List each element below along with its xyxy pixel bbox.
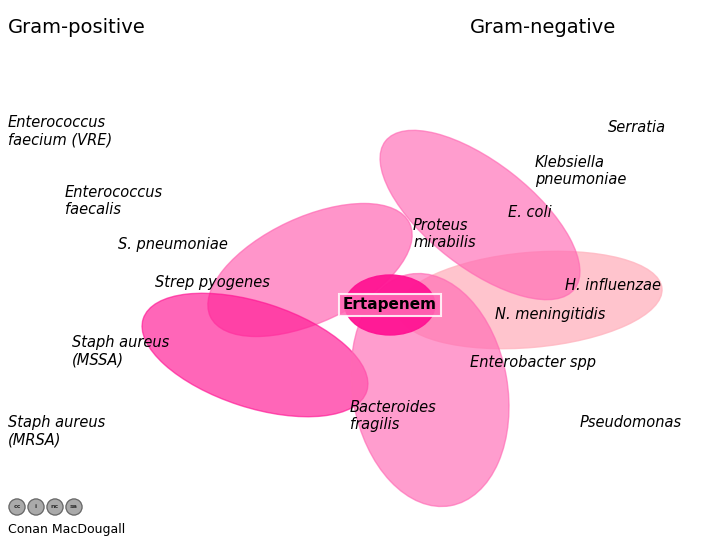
Ellipse shape: [142, 293, 368, 417]
Circle shape: [28, 499, 44, 515]
Text: E. coli: E. coli: [508, 205, 552, 220]
Text: S. pneumoniae: S. pneumoniae: [118, 237, 228, 252]
Text: Proteus
mirabilis: Proteus mirabilis: [413, 218, 476, 251]
Circle shape: [9, 499, 25, 515]
Text: Bacteroides
fragilis: Bacteroides fragilis: [350, 400, 437, 433]
Text: Klebsiella
pneumoniae: Klebsiella pneumoniae: [535, 155, 626, 187]
Ellipse shape: [208, 204, 412, 336]
Circle shape: [47, 499, 63, 515]
Text: cc: cc: [13, 504, 21, 510]
Text: Enterococcus
faecium (VRE): Enterococcus faecium (VRE): [8, 115, 112, 147]
Ellipse shape: [345, 275, 435, 335]
Text: N. meningitidis: N. meningitidis: [495, 307, 606, 322]
Text: Serratia: Serratia: [608, 120, 666, 135]
Text: i: i: [35, 504, 37, 510]
Ellipse shape: [398, 251, 662, 349]
Text: Ertapenem: Ertapenem: [343, 298, 437, 313]
Text: Gram-positive: Gram-positive: [8, 18, 145, 37]
Text: Enterococcus
faecalis: Enterococcus faecalis: [65, 185, 163, 218]
Text: Staph aureus
(MSSA): Staph aureus (MSSA): [72, 335, 169, 367]
Text: Strep pyogenes: Strep pyogenes: [155, 275, 270, 290]
Ellipse shape: [351, 273, 509, 507]
Circle shape: [66, 499, 82, 515]
Text: H. influenzae: H. influenzae: [565, 278, 661, 293]
Text: Enterobacter spp: Enterobacter spp: [470, 355, 596, 370]
Text: Staph aureus
(MRSA): Staph aureus (MRSA): [8, 415, 105, 448]
Text: nc: nc: [51, 504, 59, 510]
Ellipse shape: [380, 130, 580, 300]
Text: Conan MacDougall: Conan MacDougall: [8, 523, 125, 536]
Text: Pseudomonas: Pseudomonas: [580, 415, 682, 430]
Text: Gram-negative: Gram-negative: [470, 18, 616, 37]
Text: sa: sa: [70, 504, 78, 510]
